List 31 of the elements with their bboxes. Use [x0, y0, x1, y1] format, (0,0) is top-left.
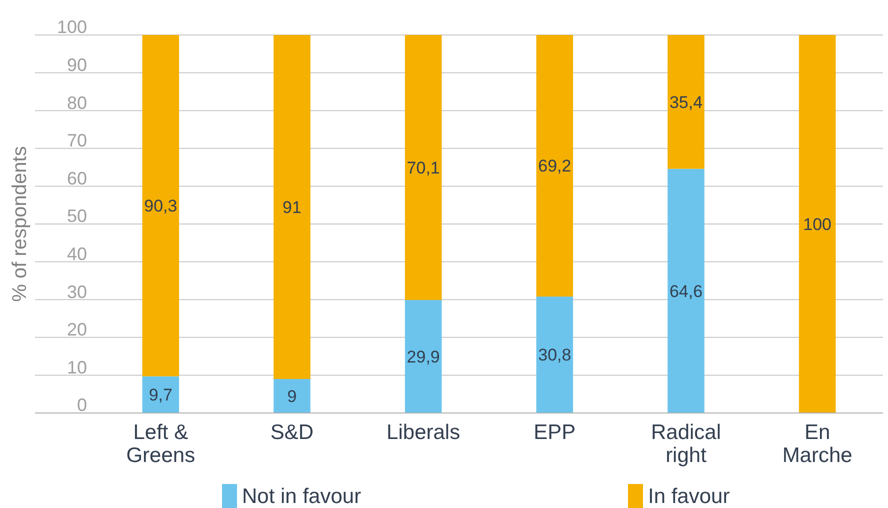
y-tick-label: 80 — [66, 92, 87, 113]
y-tick-label: 70 — [66, 130, 87, 151]
data-label: 30,8 — [538, 346, 572, 365]
y-tick-label: 0 — [76, 395, 87, 416]
y-tick-label: 30 — [66, 282, 87, 302]
y-tick-label: 10 — [66, 357, 87, 378]
data-label: 29,9 — [406, 347, 440, 366]
data-label: 64,6 — [669, 282, 703, 301]
y-axis-title: % of respondents — [9, 146, 31, 302]
data-label: 70,1 — [406, 158, 440, 178]
data-label: 90,3 — [144, 196, 178, 216]
data-label: 69,2 — [538, 156, 572, 176]
x-tick-label: EPP — [534, 421, 576, 444]
y-tick-label: 50 — [66, 206, 87, 226]
y-tick-label: 40 — [66, 244, 87, 264]
x-tick-label: Left & Greens — [126, 421, 196, 467]
x-tick-label: En Marche — [782, 421, 852, 467]
x-tick-label: Liberals — [386, 421, 460, 444]
data-label: 9,7 — [148, 386, 172, 405]
data-label: 100 — [803, 214, 832, 234]
x-tick-label: Radical right — [650, 421, 722, 467]
data-label: 35,4 — [669, 92, 703, 112]
legend-label: Not in favour — [242, 485, 362, 508]
y-tick-label: 100 — [56, 17, 87, 38]
y-tick-label: 90 — [66, 55, 87, 75]
y-tick-label: 60 — [66, 168, 87, 188]
data-label: 91 — [282, 198, 302, 217]
legend-label: In favour — [648, 485, 730, 508]
y-tick-label: 20 — [66, 320, 87, 340]
data-label: 9 — [287, 386, 297, 406]
x-tick-label: S&D — [270, 421, 314, 444]
